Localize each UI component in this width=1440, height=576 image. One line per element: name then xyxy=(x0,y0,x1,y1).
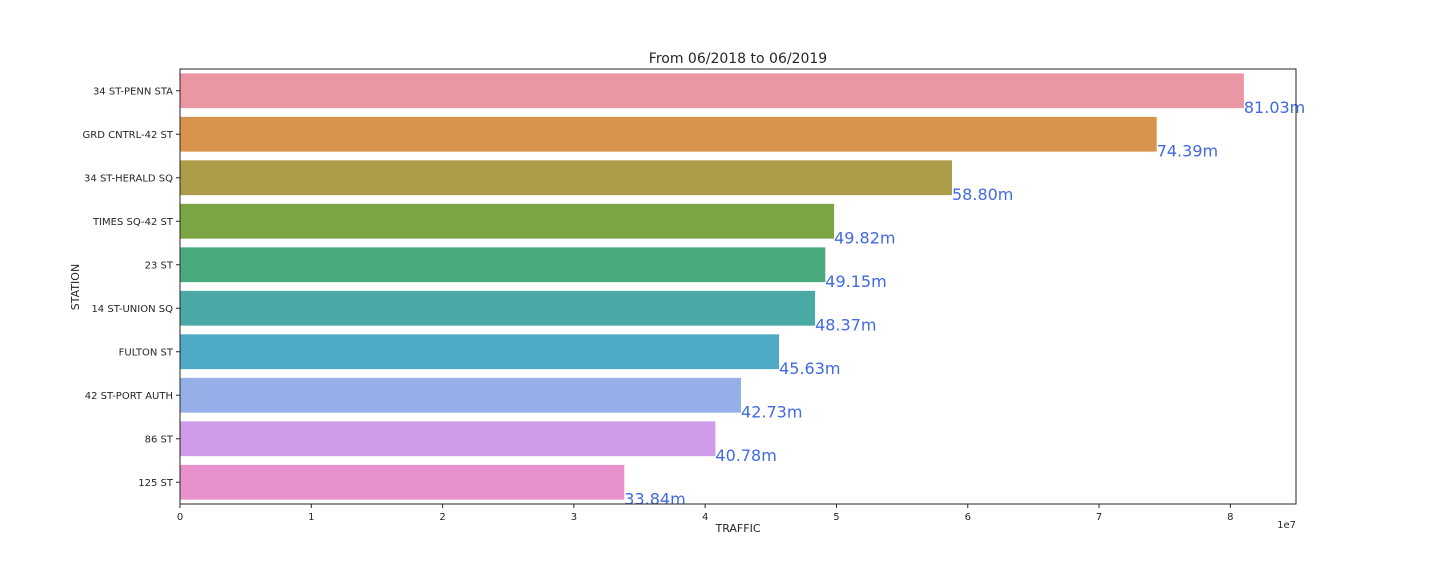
chart-title: From 06/2018 to 06/2019 xyxy=(649,51,827,67)
x-axis-ticks: 0 1 2 3 4 5 6 7 8 xyxy=(177,504,1234,523)
data-label: 49.15m xyxy=(825,272,886,291)
bar xyxy=(180,73,1244,109)
bar xyxy=(180,421,716,457)
x-tick-label: 1 xyxy=(308,512,314,523)
y-tick-label: 86 ST xyxy=(145,434,174,445)
bar xyxy=(180,203,835,239)
plot-frame xyxy=(179,68,1297,505)
x-tick-label: 4 xyxy=(702,512,708,523)
y-axis-ticks: 34 ST-PENN STA GRD CNTRL-42 ST 34 ST-HERAL… xyxy=(83,86,180,489)
bar xyxy=(180,334,780,370)
bar xyxy=(180,290,816,326)
x-tick-label: 7 xyxy=(1096,512,1102,523)
bar xyxy=(180,160,953,196)
y-axis-label: STATION xyxy=(69,264,82,310)
data-label: 40.78m xyxy=(715,446,776,465)
x-tick-label: 3 xyxy=(571,512,577,523)
data-label: 48.37m xyxy=(815,316,876,335)
x-axis-label: TRAFFIC xyxy=(714,522,760,535)
x-tick-label: 2 xyxy=(439,512,445,523)
y-tick-label: 125 ST xyxy=(138,478,174,489)
data-label: 45.63m xyxy=(779,359,840,378)
y-tick-label: GRD CNTRL-42 ST xyxy=(83,130,174,141)
x-tick-label: 0 xyxy=(177,512,183,523)
x-axis-offset-text: 1e7 xyxy=(1277,520,1296,531)
data-label: 33.84m xyxy=(624,490,685,509)
bar xyxy=(180,377,742,413)
data-label: 74.39m xyxy=(1157,142,1218,161)
x-tick-label: 5 xyxy=(833,512,839,523)
x-tick-label: 8 xyxy=(1227,512,1233,523)
y-tick-label: 14 ST-UNION SQ xyxy=(91,304,173,315)
x-tick-label: 6 xyxy=(965,512,971,523)
y-tick-label: FULTON ST xyxy=(119,347,174,358)
y-tick-label: 34 ST-HERALD SQ xyxy=(84,173,173,184)
y-tick-label: TIMES SQ-42 ST xyxy=(92,217,174,228)
data-label: 42.73m xyxy=(741,403,802,422)
bar xyxy=(180,116,1157,152)
bars-group xyxy=(180,73,1244,500)
data-label: 81.03m xyxy=(1244,98,1305,117)
bar xyxy=(180,464,625,500)
y-tick-label: 34 ST-PENN STA xyxy=(93,86,173,97)
data-label: 49.82m xyxy=(834,229,895,248)
data-label: 58.80m xyxy=(952,185,1013,204)
y-tick-label: 23 ST xyxy=(145,260,174,271)
y-tick-label: 42 ST-PORT AUTH xyxy=(85,391,173,402)
bar xyxy=(180,247,826,283)
data-labels-group: 81.03m 74.39m 58.80m 49.82m 49.15m 48.37m 45.6… xyxy=(624,98,1305,509)
